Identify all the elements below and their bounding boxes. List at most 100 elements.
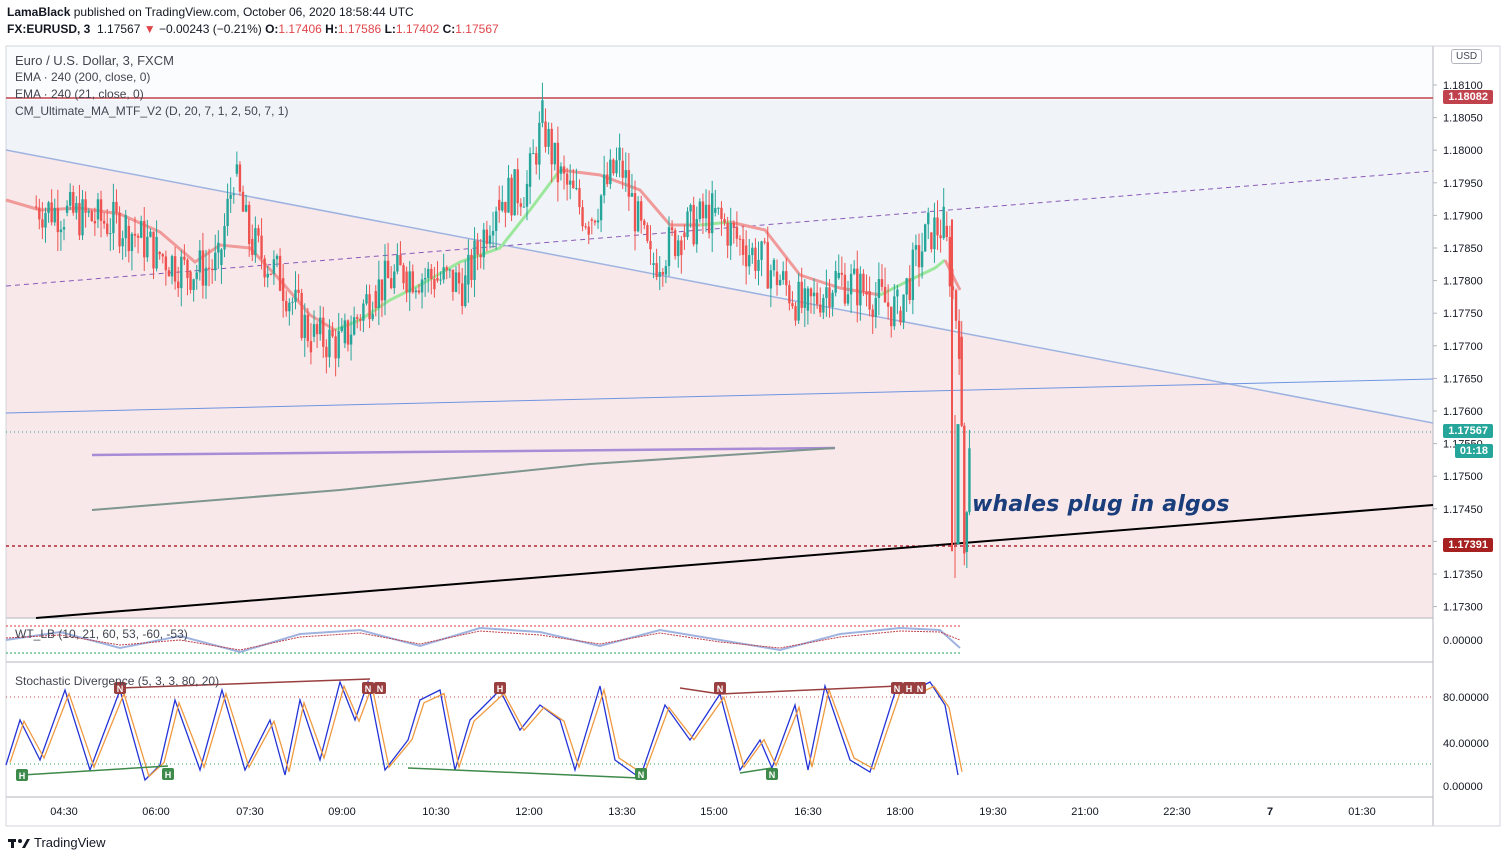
price-axis[interactable]: 1.18100 1.18050 1.18000 1.17950 1.17900 1.178… [1433,80,1483,614]
black-support-trendline[interactable] [35,504,1434,619]
legend-ema2[interactable]: EMA · 240 (21, close, 0) [15,87,144,101]
candle-body [87,211,90,213]
candle-body [356,317,359,319]
candle-body [544,121,547,147]
divergence-marker-label: N [894,684,901,694]
candle-body [781,271,785,280]
candlestick-series[interactable] [35,82,971,578]
candle-body [278,255,282,291]
bear-divergence-marker [714,682,726,694]
candle-body [859,273,862,306]
price-tick-label: 1.18100 [1443,80,1483,92]
candle-body [352,317,356,335]
candle-body [473,240,476,281]
time-axis[interactable]: 04:30 06:00 07:30 09:00 10:30 12:00 13:30 15:00… [50,806,1376,818]
candle-body [541,100,544,123]
candle-body [886,302,890,307]
ema-pink-line-3 [729,220,881,297]
candle-body [831,292,834,308]
candle-body [565,173,569,185]
candle-body [531,153,535,155]
candle-body [312,324,316,337]
candle-body [90,211,93,222]
legend-wt[interactable]: WT_LB (10, 21, 60, 53, -60, -53) [15,627,188,641]
candle-body [183,256,186,260]
candle-body [717,207,720,209]
blue-trendline[interactable] [5,378,1434,414]
legend-title[interactable]: Euro / U.S. Dollar, 3, FXCM [15,53,174,68]
time-tick-label: 21:00 [1071,806,1099,818]
legend-cm[interactable]: CM_Ultimate_MA_MTF_V2 (D, 20, 7, 1, 2, 5… [15,104,289,118]
currency-button[interactable]: USD [1451,49,1483,64]
candle-body [927,212,930,225]
candle-body [402,265,405,284]
candle-body [763,241,766,243]
candle-body [630,193,634,197]
candle-body [47,202,50,214]
candle-body [905,278,908,295]
candle-body [365,294,368,304]
candle-body [448,269,452,271]
candle-body [482,229,485,258]
candle-body [522,206,526,208]
candle-body [695,219,698,245]
candle-body [735,226,739,239]
candle-body [251,238,254,256]
candle-body [828,287,831,308]
channel-shade-upper [6,100,1433,423]
candle-body [445,267,448,271]
candle-body [491,230,495,236]
candle-body [902,294,905,323]
candle-body [170,256,174,277]
candle-body [933,217,936,250]
candle-body [581,207,584,227]
open-value: 1.17406 [278,22,322,36]
candle-body [677,240,680,257]
candle-body [149,231,152,237]
candle-body [177,281,180,289]
candle-body [464,275,467,307]
time-tick-label: 09:00 [328,806,356,818]
candle-body [180,256,183,289]
bull-divergence-marker [635,768,647,780]
candle-body [704,204,708,219]
candle-body [158,252,161,255]
annotation-text[interactable]: whales plug in algos [972,492,1230,517]
candle-body [584,226,587,228]
candle-body [143,220,146,258]
bull-divergence-line-2 [407,767,641,779]
candle-body [281,278,285,301]
candle-body [670,227,674,231]
divergence-marker-label: N [917,684,924,694]
tradingview-logo[interactable]: TradingView [8,835,106,850]
candle-body [917,245,921,268]
ema-green-line [334,169,562,332]
legend-ema1[interactable]: EMA · 240 (200, close, 0) [15,70,151,84]
candle-body [53,208,56,223]
candle-body [164,256,168,271]
candle-body [285,300,288,312]
candle-body [84,199,87,213]
dashed-trendline[interactable] [5,170,1434,287]
candle-body [930,232,933,250]
candle-body [788,285,791,304]
candle-body [812,292,816,297]
candle-body [106,223,109,235]
candle-body [513,169,516,216]
divergence-marker-label: N [117,684,124,694]
candle-body [942,206,945,239]
candle-body [201,250,205,286]
candle-body [263,258,266,278]
candle-body [852,268,856,274]
candle-body [195,272,198,280]
candle-body [386,260,390,279]
candle-body [442,267,445,280]
legend-stoch[interactable]: Stochastic Divergence (5, 3, 3, 80, 20) [15,674,220,688]
candle-body [457,272,461,284]
candle-body [451,269,455,292]
candle-body [152,231,155,269]
publisher-name[interactable]: LamaBlack [7,5,71,19]
candle-body [646,225,649,241]
candle-body [266,273,269,278]
